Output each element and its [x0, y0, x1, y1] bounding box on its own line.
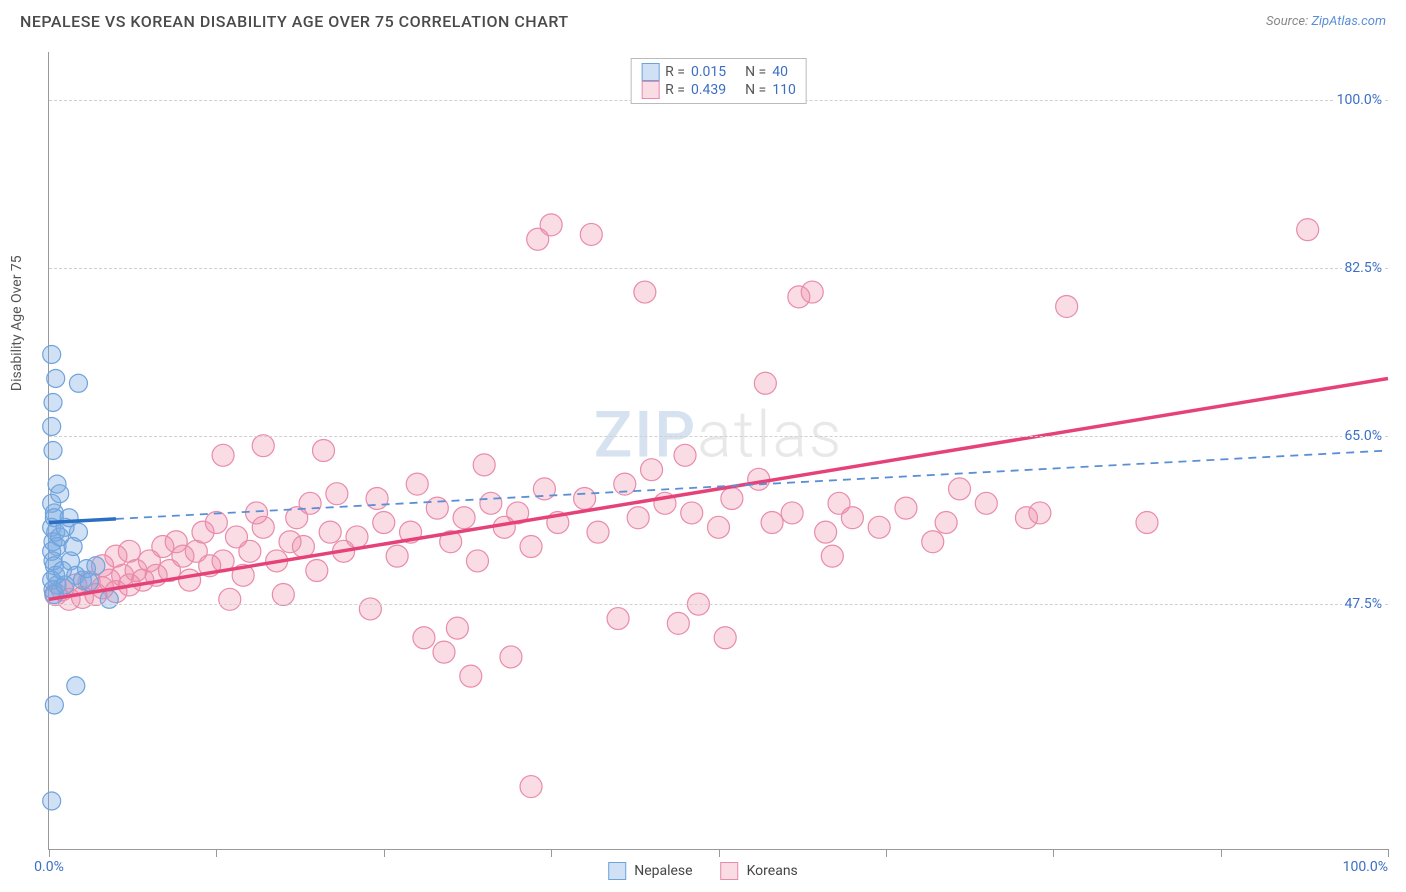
source-prefix: Source:	[1266, 14, 1311, 29]
swatch-nepalese	[641, 63, 659, 81]
r-label: R =	[665, 64, 685, 80]
legend-bottom: Nepalese Koreans	[608, 862, 798, 880]
chart-title: NEPALESE VS KOREAN DISABILITY AGE OVER 7…	[20, 12, 569, 31]
r-label: R =	[665, 82, 685, 98]
chart-area: Disability Age Over 75 ZIPatlas 47.5%65.…	[48, 52, 1388, 850]
y-axis-label: 100.0%	[1335, 92, 1384, 108]
legend-label-nepalese: Nepalese	[634, 863, 692, 879]
x-tick	[1053, 849, 1054, 857]
y-axis-label: 47.5%	[1342, 596, 1384, 612]
gridline	[49, 268, 1388, 269]
y-axis-label: 82.5%	[1342, 260, 1384, 276]
n-value-koreans: 110	[772, 82, 796, 98]
n-value-nepalese: 40	[772, 64, 788, 80]
chart-header: NEPALESE VS KOREAN DISABILITY AGE OVER 7…	[0, 0, 1406, 39]
x-tick	[1388, 849, 1389, 857]
x-tick	[49, 849, 50, 857]
legend-stats-box: R = 0.015 N = 40 R = 0.439 N = 110	[630, 58, 807, 104]
legend-item-koreans: Koreans	[721, 862, 798, 880]
y-axis-label: 65.0%	[1342, 428, 1384, 444]
x-tick	[1221, 849, 1222, 857]
swatch-koreans	[641, 81, 659, 99]
r-value-nepalese: 0.015	[691, 64, 726, 80]
plot-area: ZIPatlas 47.5%65.0%82.5%100.0%0.0%100.0%	[49, 52, 1388, 849]
swatch-koreans-icon	[721, 862, 739, 880]
r-value-koreans: 0.439	[691, 82, 726, 98]
source-attribution: Source: ZipAtlas.com	[1266, 14, 1386, 29]
x-tick	[719, 849, 720, 857]
x-tick	[886, 849, 887, 857]
x-tick	[384, 849, 385, 857]
legend-item-nepalese: Nepalese	[608, 862, 692, 880]
x-tick	[551, 849, 552, 857]
gridline	[49, 604, 1388, 605]
legend-stats-row-nepalese: R = 0.015 N = 40	[641, 63, 796, 81]
x-axis-label-right: 100.0%	[1343, 859, 1388, 875]
n-label: N =	[745, 82, 766, 98]
legend-stats-row-koreans: R = 0.439 N = 110	[641, 81, 796, 99]
gridline	[49, 436, 1388, 437]
source-link[interactable]: ZipAtlas.com	[1311, 14, 1386, 29]
y-axis-title: Disability Age Over 75	[9, 255, 25, 391]
x-tick	[216, 849, 217, 857]
swatch-nepalese-icon	[608, 862, 626, 880]
x-axis-label-left: 0.0%	[34, 859, 64, 875]
n-label: N =	[745, 64, 766, 80]
scatter-plot-svg	[49, 52, 1388, 849]
legend-label-koreans: Koreans	[747, 863, 798, 879]
